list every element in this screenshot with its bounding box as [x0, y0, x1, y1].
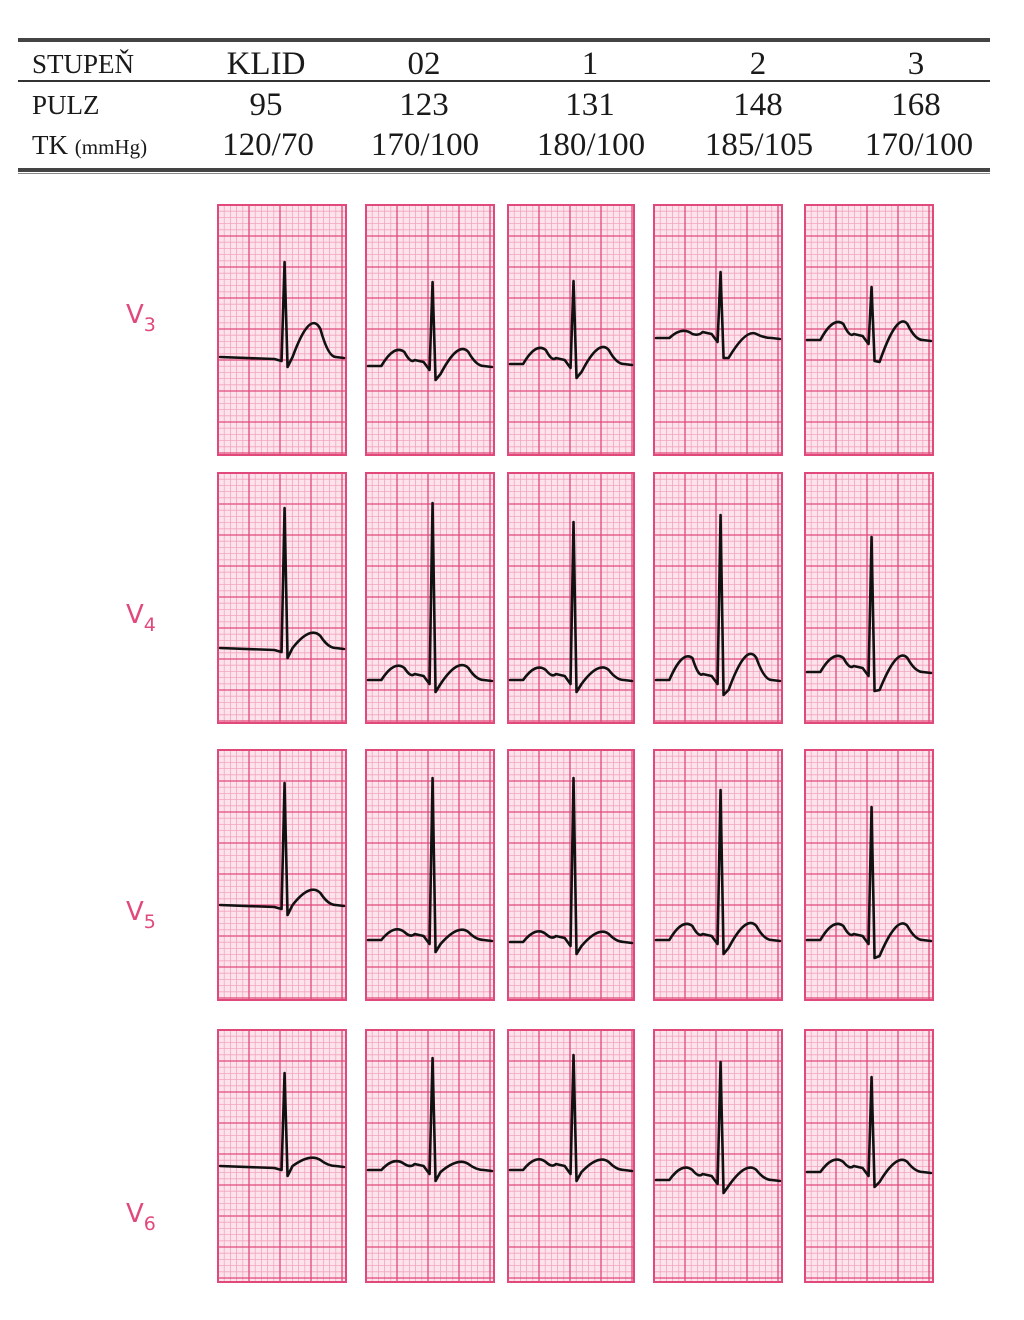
ecg-strip — [217, 472, 347, 724]
pulse-value: 95 — [249, 87, 283, 123]
ecg-strip — [653, 1029, 783, 1283]
bp-row: TK (mmHg) 120/70 170/100 180/100 185/105… — [0, 125, 1024, 165]
ecg-strip — [217, 1029, 347, 1283]
ecg-strip-border — [217, 1029, 347, 1283]
ecg-strip-border — [217, 472, 347, 724]
ecg-strip — [653, 472, 783, 724]
ecg-trace — [654, 513, 782, 697]
ecg-trace — [218, 506, 346, 660]
bp-value: 185/105 — [704, 127, 814, 163]
stage-row: STUPEŇ KLID 02 1 2 3 — [0, 44, 1024, 84]
table-rule-top — [18, 38, 990, 42]
pulse-value: 148 — [733, 87, 783, 123]
ecg-strip — [217, 749, 347, 1001]
stage-value: 2 — [749, 46, 767, 82]
ecg-trace — [218, 781, 346, 917]
ecg-trace — [805, 1075, 933, 1189]
ecg-strip — [507, 749, 635, 1001]
ecg-trace — [805, 285, 933, 364]
ecg-trace — [654, 788, 782, 956]
table-rule-bottom — [18, 168, 990, 172]
ecg-strip-border — [507, 472, 635, 724]
ecg-strip-border — [507, 749, 635, 1001]
ecg-strip — [804, 472, 934, 724]
ecg-grid-major — [805, 205, 933, 455]
lead-label: V5 — [126, 897, 156, 933]
ecg-trace — [654, 270, 782, 360]
table-rule-header — [18, 80, 990, 82]
ecg-trace — [218, 260, 346, 369]
ecg-strip — [507, 472, 635, 724]
ecg-trace — [366, 1056, 494, 1183]
ecg-trace — [805, 535, 933, 693]
ecg-strip-border — [804, 472, 934, 724]
ecg-strip — [365, 204, 495, 456]
lead-label: V3 — [126, 300, 156, 336]
lead-label: V6 — [126, 1199, 156, 1235]
pulse-value: 168 — [891, 87, 941, 123]
ecg-trace — [366, 776, 494, 954]
ecg-strip-border — [804, 749, 934, 1001]
pulse-value: 123 — [399, 87, 449, 123]
pulse-label: PULZ — [32, 90, 100, 120]
lead-label: V4 — [126, 600, 156, 636]
bp-unit: (mmHg) — [74, 135, 148, 159]
bp-label: TK (mmHg) — [32, 130, 148, 160]
ecg-strip — [507, 204, 635, 456]
ecg-trace — [366, 280, 494, 382]
stage-value: 02 — [407, 46, 441, 82]
ecg-strip — [804, 1029, 934, 1283]
ecg-trace — [508, 776, 634, 956]
ecg-strip — [217, 204, 347, 456]
bp-value: 120/70 — [222, 127, 314, 163]
ecg-strip — [653, 749, 783, 1001]
ecg-strip — [804, 749, 934, 1001]
ecg-strip-border — [653, 204, 783, 456]
stage-value: 3 — [907, 46, 925, 82]
ecg-strip — [365, 1029, 495, 1283]
ecg-strip-border — [507, 1029, 635, 1283]
ecg-strip-border — [653, 1029, 783, 1283]
ecg-strip-border — [804, 204, 934, 456]
ecg-strip — [365, 472, 495, 724]
ecg-strip — [507, 1029, 635, 1283]
ecg-strip-border — [217, 749, 347, 1001]
stage-label: STUPEŇ — [32, 49, 135, 79]
pulse-value: 131 — [565, 87, 615, 123]
ecg-trace — [654, 1060, 782, 1195]
ecg-strip-border — [365, 1029, 495, 1283]
ecg-trace — [805, 805, 933, 960]
ecg-strip — [653, 204, 783, 456]
ecg-strip-border — [365, 204, 495, 456]
ecg-trace — [218, 1071, 346, 1178]
ecg-strip — [365, 749, 495, 1001]
ecg-strip-border — [217, 204, 347, 456]
bp-value: 180/100 — [536, 127, 646, 163]
ecg-strip-border — [507, 204, 635, 456]
ecg-strip-border — [653, 749, 783, 1001]
stage-value: 1 — [581, 46, 599, 82]
ecg-trace — [508, 279, 634, 380]
ecg-strip-border — [365, 749, 495, 1001]
ecg-trace — [508, 520, 634, 694]
ecg-strip-border — [365, 472, 495, 724]
ecg-strip-border — [804, 1029, 934, 1283]
table-rule-bottom-thin — [18, 173, 990, 174]
bp-value: 170/100 — [864, 127, 974, 163]
bp-value: 170/100 — [370, 127, 480, 163]
pulse-row: PULZ 95 123 131 148 168 — [0, 85, 1024, 125]
ecg-strip — [804, 204, 934, 456]
ecg-strip-border — [653, 472, 783, 724]
stage-value: KLID — [226, 46, 306, 82]
ecg-trace — [508, 1053, 634, 1183]
ecg-trace — [366, 501, 494, 694]
